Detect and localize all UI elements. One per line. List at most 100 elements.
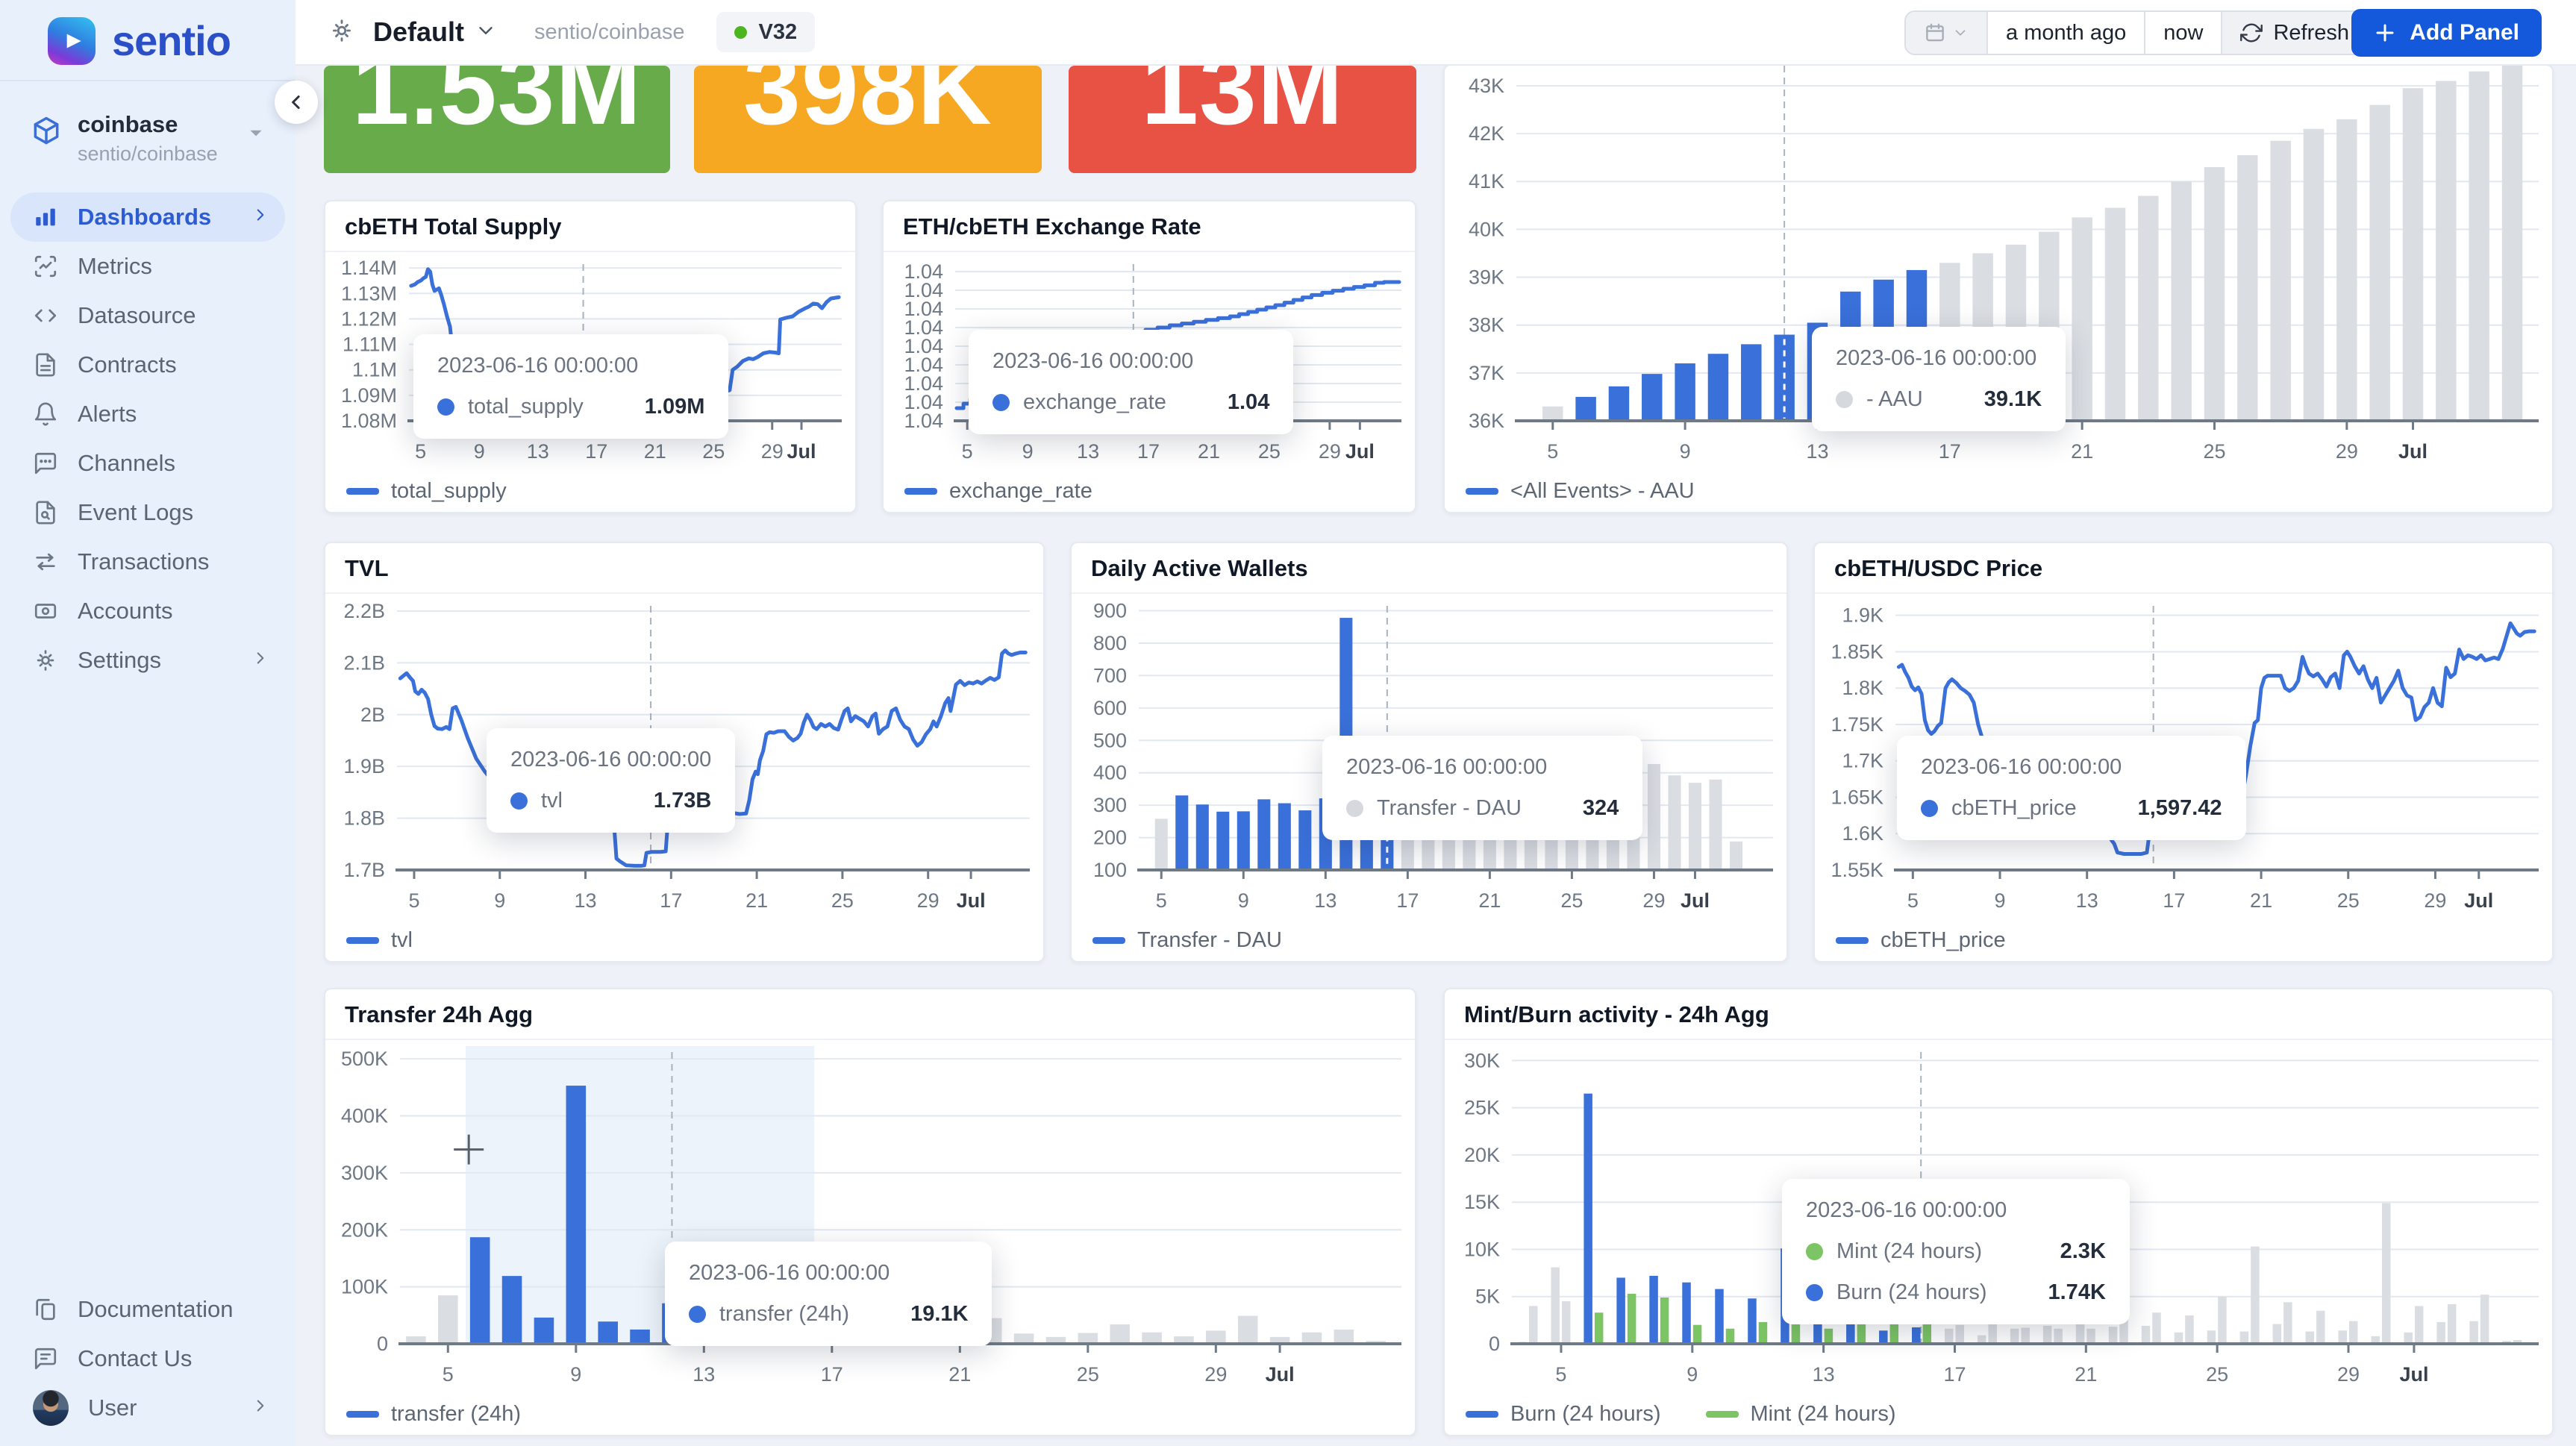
chart-canvas-aau[interactable]: 36K 37K 38K 39K 40K 41K 42K 43K 5 9 13 17 21 25 29 Jul … [1445, 66, 2552, 470]
svg-text:9: 9 [1995, 889, 2006, 912]
chart-canvas-exch[interactable]: 1.04 1.04 1.04 1.04 1.04 1.04 1.04 1.04 1.04 5 9 13… [884, 252, 1415, 470]
svg-text:5K: 5K [1475, 1286, 1500, 1308]
sidebar-item-documentation[interactable]: Documentation [10, 1285, 285, 1334]
svg-text:1.9K: 1.9K [1842, 604, 1883, 627]
sidebar-item-contracts[interactable]: Contracts [10, 340, 285, 389]
stat-tile-green[interactable]: 1.53M [324, 66, 670, 173]
panel-title: cbETH/USDC Price [1815, 543, 2552, 594]
svg-text:Jul: Jul [2399, 1363, 2428, 1386]
svg-text:29: 29 [917, 889, 940, 912]
legend-item[interactable]: exchange_rate [904, 479, 1092, 504]
svg-text:39K: 39K [1469, 266, 1504, 289]
sidebar-item-user[interactable]: User [10, 1383, 285, 1433]
chevron-down-icon [246, 123, 266, 146]
time-range-control: a month ago now Refresh [1904, 10, 2369, 55]
chart-tooltip: 2023-06-16 00:00:00 cbETH_price 1,597.42 [1897, 736, 2246, 840]
legend-item[interactable]: Mint (24 hours) [1705, 1402, 1896, 1427]
svg-text:1.04: 1.04 [904, 354, 943, 376]
sidebar-item-datasource[interactable]: Datasource [10, 291, 285, 340]
bar-chart-icon [33, 204, 58, 230]
gear-icon [33, 648, 58, 673]
svg-text:1.04: 1.04 [904, 410, 943, 432]
stat-tile-orange[interactable]: 398K [694, 66, 1042, 173]
dashboard-title[interactable]: Default [373, 16, 465, 47]
sidebar-item-dashboards[interactable]: Dashboards [10, 192, 285, 242]
cube-icon [30, 114, 63, 147]
metrics-icon [33, 254, 58, 279]
svg-text:37K: 37K [1469, 362, 1504, 384]
svg-text:1.12M: 1.12M [341, 307, 397, 330]
svg-text:100K: 100K [341, 1276, 388, 1298]
chart-tooltip: 2023-06-16 00:00:00 total_supply 1.09M [413, 334, 729, 439]
sidebar-item-channels[interactable]: Channels [10, 439, 285, 488]
sidebar-item-contact-us[interactable]: Contact Us [10, 1334, 285, 1383]
sidebar-collapse-button[interactable] [275, 81, 318, 124]
panel-title: ETH/cbETH Exchange Rate [884, 201, 1415, 252]
svg-text:5: 5 [962, 440, 973, 463]
svg-text:1.11M: 1.11M [343, 334, 397, 356]
svg-text:25: 25 [831, 889, 854, 912]
chevron-down-icon[interactable] [475, 19, 497, 46]
legend-item[interactable]: total_supply [346, 479, 507, 504]
workspace-selector[interactable]: coinbase sentio/coinbase [0, 81, 296, 188]
svg-text:17: 17 [660, 889, 682, 912]
svg-text:13: 13 [527, 440, 549, 463]
svg-text:13: 13 [693, 1363, 715, 1386]
svg-text:1.6K: 1.6K [1842, 822, 1883, 845]
chart-canvas-price[interactable]: 1.55K 1.6K 1.65K 1.7K 1.75K 1.8K 1.85K 1.9K 5 9 13… [1815, 594, 2552, 919]
svg-text:9: 9 [1238, 889, 1249, 912]
svg-text:25: 25 [2206, 1363, 2228, 1386]
svg-text:1.7K: 1.7K [1842, 750, 1883, 772]
stat-value: 13M [1141, 66, 1344, 146]
svg-text:21: 21 [644, 440, 666, 463]
refresh-button[interactable]: Refresh [2221, 12, 2367, 54]
version-badge[interactable]: V32 [716, 12, 816, 52]
time-to-button[interactable]: now [2144, 12, 2221, 54]
sidebar-item-accounts[interactable]: Accounts [10, 586, 285, 636]
header: Default sentio/coinbase V32 a month ago … [296, 0, 2576, 66]
chart-canvas-daw[interactable]: 100 200 300 400 500 600 700 800 900 5 9 13 17 21 25 29 J… [1072, 594, 1786, 919]
sidebar: sentio coinbase sentio/coinbase Dashboar… [0, 0, 296, 1446]
add-panel-button[interactable]: Add Panel [2351, 9, 2542, 57]
svg-text:17: 17 [585, 440, 607, 463]
svg-text:Jul: Jul [1681, 889, 1710, 912]
workspace-name: coinbase [78, 111, 178, 137]
logo[interactable]: sentio [0, 0, 296, 81]
legend-item[interactable]: <All Events> - AAU [1466, 479, 1695, 504]
svg-text:21: 21 [2075, 1363, 2097, 1386]
svg-text:Jul: Jul [2464, 889, 2493, 912]
legend-item[interactable]: Burn (24 hours) [1466, 1402, 1661, 1427]
svg-text:9: 9 [1680, 440, 1691, 463]
chart-canvas-transfer[interactable]: 0 100K 200K 300K 400K 500K 5 9 13 17 21 25 29 Jul 202… [325, 1040, 1415, 1393]
svg-text:1.65K: 1.65K [1831, 786, 1883, 808]
calendar-picker-button[interactable] [1906, 12, 1987, 54]
legend-item[interactable]: Transfer - DAU [1092, 928, 1282, 953]
svg-text:41K: 41K [1469, 170, 1504, 193]
chart-canvas-supply[interactable]: 1.08M 1.09M 1.1M 1.11M 1.12M 1.13M 1.14M 5 9 13 17… [325, 252, 855, 470]
svg-text:900: 900 [1093, 600, 1127, 622]
legend-item[interactable]: tvl [346, 928, 413, 953]
sidebar-item-settings[interactable]: Settings [10, 636, 285, 685]
chart-tooltip: 2023-06-16 00:00:00 Transfer - DAU 324 [1322, 736, 1643, 840]
legend-item[interactable]: cbETH_price [1836, 928, 2006, 953]
panel-exchange-rate: ETH/cbETH Exchange Rate 1.04 1.04 1.04 1.04… [882, 200, 1416, 513]
panel-cbeth-usdc-price: cbETH/USDC Price 1.55K 1.6K 1.65K 1.7K 1.75K… [1813, 542, 2554, 963]
chart-canvas-mintburn[interactable]: 0 5K 10K 15K 20K 25K 30K 5 9 13 17 21 25 29 Jul 2023-0… [1445, 1040, 2552, 1393]
svg-text:29: 29 [2336, 440, 2358, 463]
sidebar-item-metrics[interactable]: Metrics [10, 242, 285, 291]
sidebar-nav: Dashboards Metrics Datasource Contracts [0, 188, 296, 689]
stat-tile-red[interactable]: 13M [1069, 66, 1416, 173]
sidebar-item-alerts[interactable]: Alerts [10, 389, 285, 439]
dashboard-settings-gear-icon[interactable] [328, 17, 355, 48]
sidebar-item-event-logs[interactable]: Event Logs [10, 488, 285, 537]
time-from-button[interactable]: a month ago [1986, 12, 2144, 54]
svg-text:38K: 38K [1469, 314, 1504, 337]
svg-text:10K: 10K [1464, 1238, 1500, 1260]
svg-text:100: 100 [1093, 859, 1127, 881]
panel-title: cbETH Total Supply [325, 201, 855, 252]
sidebar-item-transactions[interactable]: Transactions [10, 537, 285, 586]
legend-item[interactable]: transfer (24h) [346, 1402, 521, 1427]
svg-text:400: 400 [1093, 762, 1127, 784]
svg-text:25K: 25K [1464, 1097, 1500, 1119]
chart-canvas-tvl[interactable]: 1.7B 1.8B 1.9B 2B 2.1B 2.2B 5 9 13 17 21 25 29 Jul 20… [325, 594, 1043, 919]
